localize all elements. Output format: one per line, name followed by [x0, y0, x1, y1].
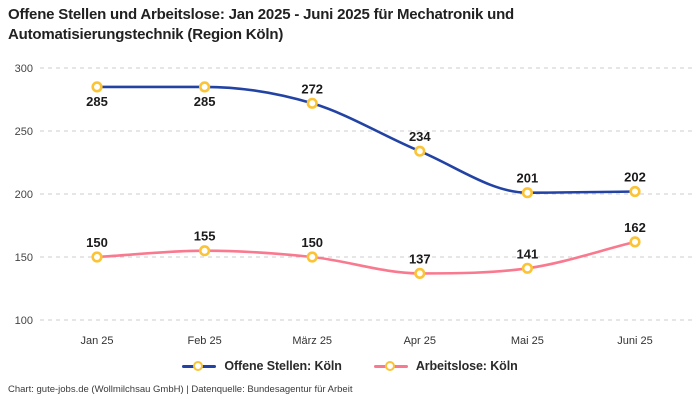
circle-marker-icon	[193, 360, 204, 371]
data-point-label: 234	[409, 129, 431, 144]
data-point-label: 141	[517, 246, 539, 261]
data-point-marker	[414, 267, 426, 279]
legend-label: Offene Stellen: Köln	[224, 359, 342, 373]
data-point-marker	[306, 251, 318, 263]
series-line	[95, 85, 637, 195]
x-axis-labels: Jan 25 Feb 25 März 25 Apr 25 Mai 25 Juni 25	[80, 335, 652, 347]
legend: Offene Stellen: Köln Arbeitslose: Köln	[0, 359, 700, 373]
legend-item-arbeitslose: Arbeitslose: Köln	[373, 359, 518, 373]
data-point-marker	[199, 245, 211, 257]
data-point-label: 272	[301, 81, 323, 96]
data-point-label: 285	[194, 94, 216, 109]
data-point-label: 150	[301, 235, 323, 250]
gridlines	[40, 67, 696, 321]
data-point-label: 201	[517, 171, 539, 186]
data-point-label: 137	[409, 251, 431, 266]
data-point-marker	[91, 81, 103, 93]
data-point-marker	[521, 187, 534, 199]
data-point-markers	[91, 81, 641, 279]
x-tick-label: Juni 25	[617, 335, 652, 347]
circle-marker-icon	[384, 360, 395, 371]
x-tick-label: Apr 25	[404, 335, 436, 347]
chart-title: Offene Stellen und Arbeitslose: Jan 2025…	[8, 6, 515, 43]
data-point-marker	[414, 145, 426, 157]
series-lines	[95, 85, 637, 275]
y-tick-label: 100	[15, 315, 33, 327]
data-point-label: 202	[624, 170, 646, 185]
x-tick-label: Mai 25	[511, 335, 544, 347]
legend-swatch	[373, 360, 408, 372]
data-point-marker	[629, 236, 641, 248]
data-point-marker	[199, 81, 211, 93]
x-tick-label: Jan 25	[80, 335, 113, 347]
data-point-label: 285	[86, 94, 108, 109]
data-point-labels: 285 285 272 234 201 202 150 155 150 137 141 162	[86, 81, 646, 266]
series-line	[95, 240, 637, 275]
source-attribution: Chart: gute-jobs.de (Wollmilchsau GmbH) …	[8, 384, 353, 395]
y-axis-labels: 100 150 200 250 300	[15, 63, 33, 327]
x-tick-label: Feb 25	[187, 335, 221, 347]
y-tick-label: 250	[15, 126, 33, 138]
y-tick-label: 150	[15, 252, 33, 264]
y-tick-label: 200	[15, 189, 33, 201]
y-tick-label: 300	[15, 63, 33, 75]
data-point-marker	[629, 185, 641, 198]
data-point-label: 150	[86, 235, 108, 250]
data-point-marker	[91, 251, 103, 263]
data-point-label: 155	[194, 229, 216, 244]
legend-label: Arbeitslose: Köln	[415, 359, 518, 373]
data-point-marker	[306, 97, 318, 109]
line-chart: 100 150 200 250 300 Jan 25 Feb 25 März 25 Apr 2…	[15, 63, 696, 347]
data-point-marker	[521, 262, 534, 274]
data-point-label: 162	[624, 220, 646, 235]
x-tick-label: März 25	[292, 335, 332, 347]
legend-swatch	[182, 360, 217, 372]
legend-item-offene-stellen: Offene Stellen: Köln	[182, 359, 342, 373]
